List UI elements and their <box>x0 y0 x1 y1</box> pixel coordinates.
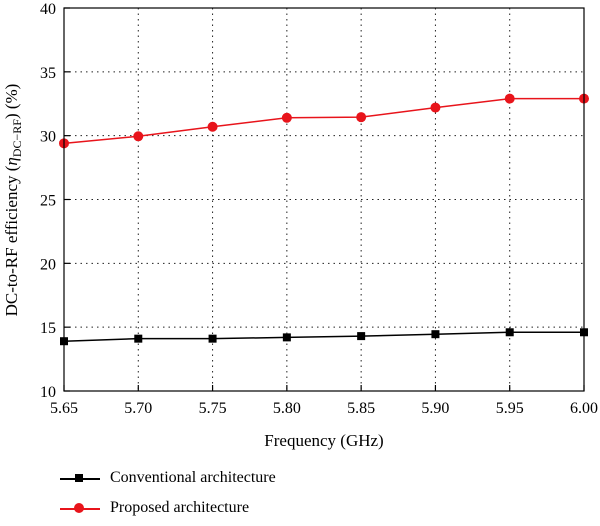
grid-lines <box>64 8 584 391</box>
series-line-proposed <box>63 97 584 145</box>
y-axis-label: DC-to-RF efficiency (ηDC−RF) (%) <box>2 84 24 317</box>
circle-marker-icon <box>74 503 84 513</box>
x-tick-label: 5.90 <box>421 400 449 417</box>
x-tick-label: 5.75 <box>199 400 227 417</box>
y-axis-label-tail: ) (%) <box>2 84 21 119</box>
y-tick-label: 25 <box>40 193 56 210</box>
x-tick-label: 5.95 <box>496 400 524 417</box>
data-point-proposed <box>430 102 441 113</box>
data-point-conventional <box>208 334 217 343</box>
axis-ticks <box>63 7 585 392</box>
x-tick-label: 6.00 <box>570 400 598 417</box>
data-point-proposed <box>281 112 292 123</box>
y-tick-label: 15 <box>40 320 56 337</box>
x-tick-label: 5.85 <box>347 400 375 417</box>
legend-label-conventional: Conventional architecture <box>110 469 276 486</box>
data-point-conventional <box>134 334 143 343</box>
legend-item-proposed: Proposed architecture <box>58 496 276 520</box>
data-point-proposed <box>133 131 144 142</box>
y-tick-label: 20 <box>40 256 56 273</box>
data-point-conventional <box>282 333 291 342</box>
data-point-conventional <box>505 328 514 337</box>
series-line-conventional <box>63 331 584 342</box>
x-tick-labels: 5.65 5.70 5.75 5.80 5.85 5.90 5.95 6.00 <box>50 400 598 417</box>
y-tick-labels: 10 15 20 25 30 35 40 <box>40 1 56 401</box>
data-point-proposed <box>207 121 218 132</box>
legend: Conventional architecture Proposed archi… <box>58 466 276 526</box>
y-tick-label: 40 <box>40 1 56 18</box>
square-marker-icon <box>75 474 83 482</box>
x-tick-label: 5.70 <box>124 400 152 417</box>
line-chart: 5.65 5.70 5.75 5.80 5.85 5.90 5.95 6.00 10 15 20 2… <box>2 1 598 450</box>
x-axis-label: Frequency (GHz) <box>264 431 383 450</box>
data-point-proposed <box>504 93 515 104</box>
legend-swatch-proposed <box>58 501 102 515</box>
data-point-proposed <box>356 112 367 123</box>
data-point-conventional <box>357 332 366 341</box>
series-lines <box>59 93 589 346</box>
y-tick-label: 35 <box>40 65 56 82</box>
x-tick-label: 5.65 <box>50 400 78 417</box>
y-axis-label-main: DC-to-RF efficiency ( <box>2 165 21 316</box>
legend-label-proposed: Proposed architecture <box>110 499 250 516</box>
x-tick-label: 5.80 <box>273 400 301 417</box>
y-tick-label: 10 <box>40 384 56 401</box>
y-tick-label: 30 <box>40 129 56 146</box>
data-point-conventional <box>431 330 440 339</box>
legend-swatch-conventional <box>58 471 102 485</box>
y-axis-label-symbol: η <box>2 157 21 165</box>
y-axis-label-subscript: DC−RF <box>10 119 24 157</box>
legend-item-conventional: Conventional architecture <box>58 466 276 490</box>
